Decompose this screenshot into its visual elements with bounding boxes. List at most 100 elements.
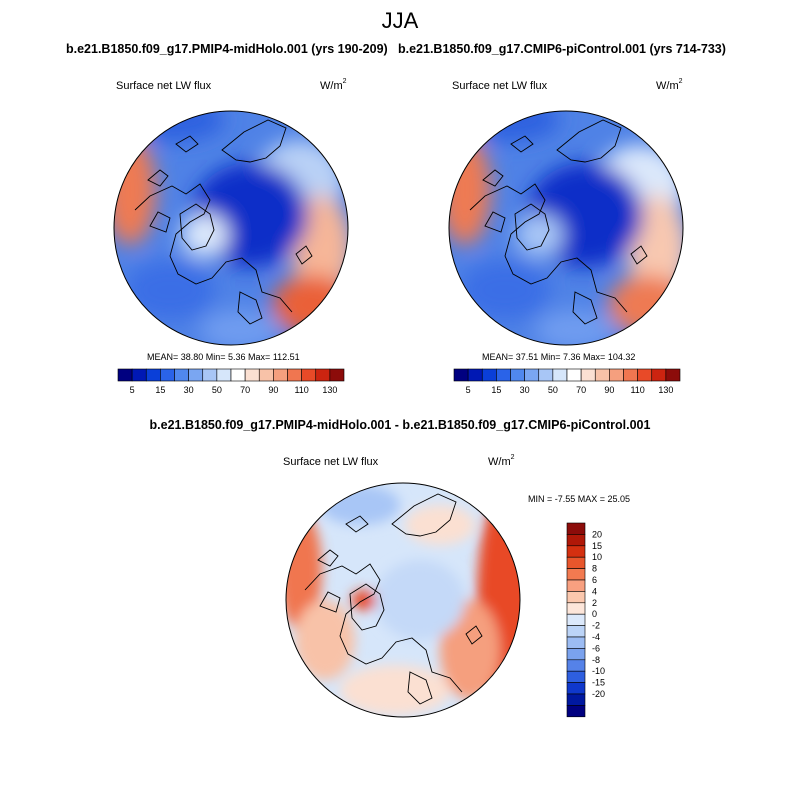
panel1-colorbar-tick-label: 70 bbox=[240, 385, 250, 395]
diff-colorbar-tick-label: 15 bbox=[592, 541, 602, 551]
diff-units: W/m2 bbox=[488, 454, 515, 468]
panel1-colorbar-box bbox=[258, 368, 274, 382]
panel1-colorbar-box bbox=[202, 368, 218, 382]
panel1-colorbar-tick-label: 130 bbox=[322, 385, 337, 395]
panel2-colorbar-tick-label: 90 bbox=[604, 385, 614, 395]
panel2-colorbar-tick-label: 130 bbox=[658, 385, 673, 395]
panel2-variable-label: Surface net LW flux bbox=[452, 80, 548, 92]
diff-map-border bbox=[285, 482, 521, 718]
diff-colorbar-box bbox=[566, 636, 586, 649]
panel2-colorbar-box bbox=[453, 368, 469, 382]
panel2-colorbar-tick-label: 5 bbox=[466, 385, 471, 395]
diff-colorbar-tick-label: -20 bbox=[592, 689, 605, 699]
panel2-colorbar-tick-label: 110 bbox=[630, 385, 644, 395]
diff-colorbar-tick-label: 10 bbox=[592, 552, 602, 562]
diff-colorbar-box bbox=[566, 545, 586, 558]
diff-colorbar-box bbox=[566, 556, 586, 569]
panel1-colorbar-box bbox=[131, 368, 147, 382]
diff-variable-label: Surface net LW flux bbox=[283, 456, 379, 468]
diff-colorbar-tick-label: -6 bbox=[592, 643, 600, 653]
panel2-colorbar-box bbox=[538, 368, 554, 382]
panel2-colorbar-box bbox=[566, 368, 582, 382]
panel1-colorbar-box bbox=[117, 368, 133, 382]
panel2-colorbar-box bbox=[623, 368, 638, 382]
panel1-colorbar-box bbox=[145, 368, 161, 382]
panel2-colorbar-box bbox=[580, 368, 596, 382]
panel1-stats: MEAN= 38.80 Min= 5.36 Max= 112.51 bbox=[147, 352, 300, 362]
panel1-colorbar-tick-label: 90 bbox=[268, 385, 278, 395]
diff-colorbar-tick-label: -8 bbox=[592, 655, 600, 665]
panel2-colorbar-tick-label: 70 bbox=[576, 385, 586, 395]
panel2-units: W/m2 bbox=[656, 78, 683, 92]
panel1-colorbar-tick-label: 50 bbox=[212, 385, 222, 395]
diff-colorbar-box bbox=[566, 705, 586, 718]
diff-colorbar-box bbox=[566, 613, 586, 626]
panel1-colorbar-box bbox=[160, 368, 175, 382]
panel2-colorbar-box bbox=[637, 368, 653, 382]
diff-colorbar-tick-label: 8 bbox=[592, 564, 597, 574]
panel1-colorbar-tick-label: 5 bbox=[130, 385, 135, 395]
diff-colorbar-box bbox=[566, 670, 586, 683]
season-title: JJA bbox=[381, 8, 419, 33]
panel1-colorbar-box bbox=[287, 368, 302, 382]
diff-colorbar-tick-label: 6 bbox=[592, 575, 597, 585]
panel2-colorbar-box bbox=[524, 368, 540, 382]
diff-stats: MIN = -7.55 MAX = 25.05 bbox=[528, 494, 631, 504]
panel2-colorbar-tick-label: 15 bbox=[491, 385, 501, 395]
panel2-colorbar-box bbox=[651, 368, 667, 382]
panel1-colorbar-box bbox=[329, 368, 345, 382]
diff-colorbar-tick-label: -10 bbox=[592, 666, 605, 676]
panel2-map-border bbox=[448, 110, 684, 346]
panel1-colorbar-tick-label: 15 bbox=[155, 385, 165, 395]
panel1-colorbar-tick-label: 30 bbox=[184, 385, 194, 395]
panel1-colorbar-box bbox=[273, 368, 288, 382]
panel2-colorbar-tick-label: 30 bbox=[520, 385, 530, 395]
panel2-colorbar-box bbox=[481, 368, 497, 382]
diff-polar-map bbox=[286, 483, 520, 717]
panel1-colorbar: 5 15 30 50 70 90 110 130 bbox=[117, 368, 345, 395]
diff-colorbar-box bbox=[566, 534, 586, 547]
panel2-colorbar-box bbox=[552, 368, 568, 382]
panel1-colorbar-box bbox=[216, 368, 232, 382]
panel2-colorbar-tick-label: 50 bbox=[548, 385, 558, 395]
diff-colorbar-box bbox=[566, 579, 586, 592]
panel2-colorbar-box bbox=[609, 368, 624, 382]
panel1-colorbar-box bbox=[230, 368, 246, 382]
panel1-colorbar-box bbox=[315, 368, 331, 382]
panel1-polar-map bbox=[114, 111, 348, 345]
diff-colorbar-box bbox=[566, 625, 586, 638]
panel1-map-border bbox=[113, 110, 349, 346]
diff-colorbar-box bbox=[566, 602, 586, 615]
diff-colorbar-tick-label: -2 bbox=[592, 621, 600, 631]
panel2-colorbar-box bbox=[496, 368, 511, 382]
panel1-variable-label: Surface net LW flux bbox=[116, 80, 212, 92]
panel1-case-title: b.e21.B1850.f09_g17.PMIP4-midHolo.001 (y… bbox=[66, 42, 388, 56]
panel2-stats: MEAN= 37.51 Min= 7.36 Max= 104.32 bbox=[482, 352, 636, 362]
panel1-colorbar-box bbox=[244, 368, 260, 382]
panel2-colorbar-box bbox=[665, 368, 681, 382]
panel2-case-title: b.e21.B1850.f09_g17.CMIP6-piControl.001 … bbox=[398, 42, 726, 56]
panel2-colorbar-box bbox=[467, 368, 483, 382]
diff-colorbar-tick-label: 20 bbox=[592, 529, 602, 539]
difference-title: b.e21.B1850.f09_g17.PMIP4-midHolo.001 - … bbox=[149, 418, 651, 432]
diff-colorbar-box bbox=[566, 568, 586, 581]
panel2-colorbar-box bbox=[510, 368, 525, 382]
panel1-colorbar-box bbox=[301, 368, 317, 382]
panel2-colorbar: 5 15 30 50 70 90 110 130 bbox=[453, 368, 681, 395]
panel2-colorbar-box bbox=[594, 368, 610, 382]
panel1-colorbar-box bbox=[188, 368, 204, 382]
panel1-colorbar-box bbox=[174, 368, 189, 382]
panel2-polar-map bbox=[449, 111, 683, 345]
diff-colorbar-tick-label: 0 bbox=[592, 609, 597, 619]
diff-colorbar-box bbox=[566, 693, 586, 706]
diff-colorbar-box bbox=[566, 591, 586, 604]
panel1-units: W/m2 bbox=[320, 78, 347, 92]
diff-colorbar-box bbox=[566, 682, 586, 695]
diff-colorbar-tick-label: -15 bbox=[592, 678, 605, 688]
diff-colorbar-tick-label: 4 bbox=[592, 586, 597, 596]
diff-colorbar-tick-label: -4 bbox=[592, 632, 600, 642]
diff-colorbar-tick-label: 2 bbox=[592, 598, 597, 608]
